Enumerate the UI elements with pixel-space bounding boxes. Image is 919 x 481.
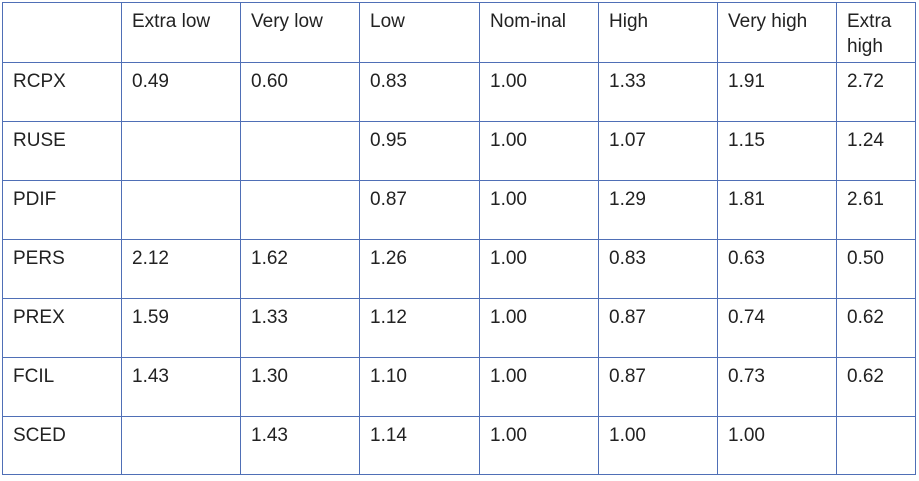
header-cell: High xyxy=(598,2,718,63)
value-cell: 0.83 xyxy=(598,239,718,299)
header-cell xyxy=(2,2,122,63)
value-cell: 1.91 xyxy=(717,62,837,122)
value-cell: 0.95 xyxy=(359,121,480,181)
value-cell: 1.30 xyxy=(240,357,360,417)
header-cell: Very high xyxy=(717,2,837,63)
value-cell: 2.61 xyxy=(836,180,916,240)
value-cell: 1.81 xyxy=(717,180,837,240)
value-cell: 1.10 xyxy=(359,357,480,417)
value-cell: 0.87 xyxy=(359,180,480,240)
value-cell: 1.14 xyxy=(359,416,480,475)
value-cell: 0.62 xyxy=(836,298,916,358)
value-cell: 0.49 xyxy=(121,62,241,122)
value-cell: 1.07 xyxy=(598,121,718,181)
value-cell: 1.59 xyxy=(121,298,241,358)
value-cell: 1.62 xyxy=(240,239,360,299)
value-cell: 1.15 xyxy=(717,121,837,181)
value-cell: 1.00 xyxy=(479,357,599,417)
table-row: FCIL 1.43 1.30 1.10 1.00 0.87 0.73 0.62 xyxy=(2,357,916,417)
value-cell: 1.43 xyxy=(121,357,241,417)
value-cell xyxy=(240,180,360,240)
header-cell: Extra high xyxy=(836,2,916,63)
value-cell: 0.83 xyxy=(359,62,480,122)
table-row: PERS 2.12 1.62 1.26 1.00 0.83 0.63 0.50 xyxy=(2,239,916,299)
value-cell: 0.50 xyxy=(836,239,916,299)
value-cell xyxy=(121,180,241,240)
table-row: RUSE 0.95 1.00 1.07 1.15 1.24 xyxy=(2,121,916,181)
value-cell: 1.00 xyxy=(479,62,599,122)
value-cell xyxy=(121,416,241,475)
value-cell: 1.33 xyxy=(240,298,360,358)
value-cell: 1.00 xyxy=(479,121,599,181)
value-cell: 0.62 xyxy=(836,357,916,417)
value-cell: 1.00 xyxy=(598,416,718,475)
table-row: PDIF 0.87 1.00 1.29 1.81 2.61 xyxy=(2,180,916,240)
row-label-cell: FCIL xyxy=(2,357,122,417)
value-cell: 1.29 xyxy=(598,180,718,240)
value-cell: 1.00 xyxy=(717,416,837,475)
header-cell: Low xyxy=(359,2,480,63)
value-cell: 1.12 xyxy=(359,298,480,358)
table-row: RCPX 0.49 0.60 0.83 1.00 1.33 1.91 2.72 xyxy=(2,62,916,122)
table-row: PREX 1.59 1.33 1.12 1.00 0.87 0.74 0.62 xyxy=(2,298,916,358)
value-cell: 1.24 xyxy=(836,121,916,181)
header-cell: Very low xyxy=(240,2,360,63)
value-cell: 1.00 xyxy=(479,180,599,240)
row-label-cell: PDIF xyxy=(2,180,122,240)
value-cell xyxy=(121,121,241,181)
value-cell: 0.87 xyxy=(598,357,718,417)
header-cell: Nom-inal xyxy=(479,2,599,63)
value-cell: 0.73 xyxy=(717,357,837,417)
row-label-cell: PERS xyxy=(2,239,122,299)
value-cell xyxy=(240,121,360,181)
value-cell: 0.60 xyxy=(240,62,360,122)
row-label-cell: SCED xyxy=(2,416,122,475)
value-cell: 1.00 xyxy=(479,298,599,358)
value-cell xyxy=(836,416,916,475)
value-cell: 1.33 xyxy=(598,62,718,122)
header-cell: Extra low xyxy=(121,2,241,63)
cost-driver-table: Extra low Very low Low Nom-inal High Ver… xyxy=(2,2,916,475)
value-cell: 1.43 xyxy=(240,416,360,475)
value-cell: 1.00 xyxy=(479,416,599,475)
row-label-cell: RUSE xyxy=(2,121,122,181)
row-label-cell: RCPX xyxy=(2,62,122,122)
value-cell: 1.26 xyxy=(359,239,480,299)
table-header-row: Extra low Very low Low Nom-inal High Ver… xyxy=(2,2,916,63)
value-cell: 0.63 xyxy=(717,239,837,299)
value-cell: 1.00 xyxy=(479,239,599,299)
value-cell: 2.12 xyxy=(121,239,241,299)
value-cell: 0.87 xyxy=(598,298,718,358)
value-cell: 2.72 xyxy=(836,62,916,122)
value-cell: 0.74 xyxy=(717,298,837,358)
row-label-cell: PREX xyxy=(2,298,122,358)
table-row: SCED 1.43 1.14 1.00 1.00 1.00 xyxy=(2,416,916,475)
